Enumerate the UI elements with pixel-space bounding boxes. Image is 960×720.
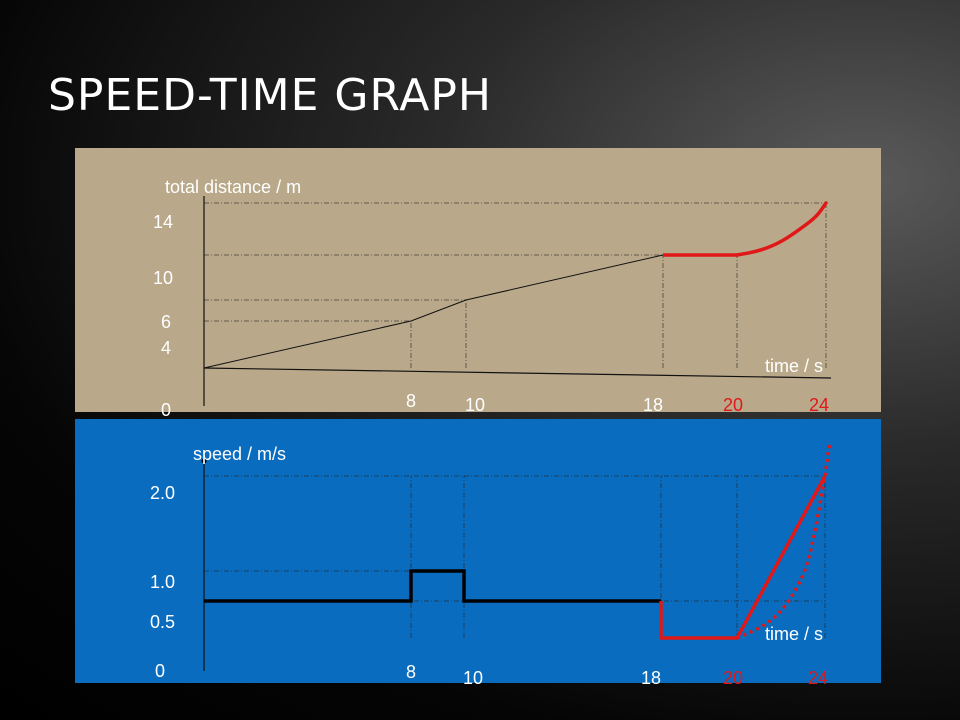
x-tick-label: 24	[809, 395, 829, 415]
y-tick-label: 10	[153, 268, 173, 288]
series-line-2	[736, 444, 832, 640]
x-tick-label: 20	[723, 395, 743, 415]
series-line-2	[735, 201, 828, 257]
y-tick-label: 14	[153, 212, 173, 232]
x-tick-label: 18	[641, 668, 661, 688]
y-axis-label: total distance / m	[165, 177, 301, 197]
x-tick-label: 10	[465, 395, 485, 415]
x-tick-label: 18	[643, 395, 663, 415]
y-axis-label: speed / m/s	[193, 444, 286, 464]
x-axis-label: time / s	[765, 624, 823, 644]
y-tick-label: 2.0	[150, 483, 175, 503]
plot-area: 0 4 6 10 14 8 10 18 20 24 total distance / m time /…	[153, 177, 832, 420]
plot-area: 0 0.5 1.0 2.0 8 10 18 20 24 speed / m/s time / s	[150, 444, 832, 688]
slide-title: SPEED-TIME GRAPH	[48, 70, 492, 121]
y-tick-label: 0.5	[150, 612, 175, 632]
x-tick-label: 8	[406, 662, 416, 682]
x-tick-label: 20	[723, 668, 743, 688]
series-line-0	[204, 569, 661, 603]
x-tick-label: 10	[463, 668, 483, 688]
y-tick-label: 0	[161, 400, 171, 420]
x-axis	[203, 367, 832, 379]
series-line-0	[203, 254, 664, 369]
y-tick-label: 4	[161, 338, 171, 358]
x-tick-label: 8	[406, 391, 416, 411]
distance-time-chart: 0 4 6 10 14 8 10 18 20 24 total distance / m time /…	[153, 177, 832, 420]
speed-time-chart: 0 0.5 1.0 2.0 8 10 18 20 24 speed / m/s time / s	[150, 444, 832, 688]
distance-time-panel: 0 4 6 10 14 8 10 18 20 24 total distance / m time /…	[75, 148, 881, 420]
x-axis-label: time / s	[765, 356, 823, 376]
series-line-1	[659, 475, 827, 640]
speed-time-panel: 0 0.5 1.0 2.0 8 10 18 20 24 speed / m/s time / s	[75, 419, 881, 688]
x-tick-label: 24	[808, 668, 828, 688]
y-tick-label: 0	[155, 661, 165, 681]
y-tick-label: 6	[161, 312, 171, 332]
y-tick-label: 1.0	[150, 572, 175, 592]
y-axis-arrow	[201, 458, 207, 464]
